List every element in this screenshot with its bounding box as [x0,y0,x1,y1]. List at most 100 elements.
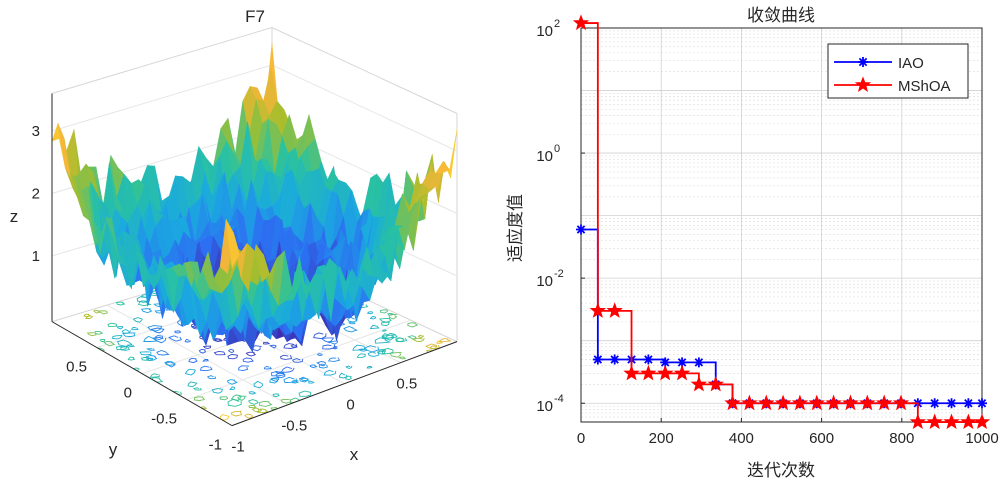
data-point-mshoa [859,394,876,411]
floor-contour [202,345,212,349]
floor-contour [126,344,136,347]
floor-contour [174,330,182,334]
y-tick-exponent: -4 [554,393,564,405]
floor-contour [103,340,116,347]
floor-contour [348,321,356,325]
x-axis-line [231,341,458,427]
data-point-iao [592,354,603,365]
floor-contour [242,357,254,363]
data-point-mshoa [842,394,859,411]
floor-contour [227,353,238,360]
data-point-mshoa [623,364,640,381]
data-point-mshoa [657,364,674,381]
data-point-iao [963,398,974,409]
floor-contour [407,322,419,328]
y-tick-label: -1 [209,437,222,454]
legend-label-iao: IAO [898,55,924,72]
floor-contour [298,390,312,397]
floor-contour [429,345,438,350]
y-tick-base: 10 [536,398,553,415]
floor-contour [299,377,310,382]
y-tick-exponent: -2 [554,268,564,280]
series-line-iao [581,228,982,405]
data-point-mshoa [640,364,657,381]
x-tick-label: 1000 [965,430,998,447]
data-point-iao [609,354,620,365]
floor-contour [140,308,153,314]
floor-contour [198,348,207,354]
y-tick-label: 10 -4 [536,393,563,415]
data-point-mshoa [791,394,809,411]
floor-contour [253,380,263,389]
floor-contour [147,325,163,332]
legend-item-mshoa: MShOA [834,76,951,95]
floor-contour [327,357,341,362]
floor-contour [140,356,150,361]
data-point-iao [693,357,704,368]
legend: IAO MShOA [827,43,969,99]
floor-contour [227,348,235,353]
floor-contour [206,375,217,380]
x-tick-label: 0 [577,430,585,447]
y-tick-label: 10 0 [536,143,560,165]
floor-contour [407,335,417,340]
floor-contour [121,328,132,334]
floor-contour [270,377,280,383]
floor-contour [184,368,196,376]
surface-facet [225,219,240,270]
legend-marker-iao [858,57,868,67]
x-tick-label: 0.5 [396,376,417,393]
floor-contour [367,351,380,357]
floor-contour [398,356,407,360]
floor-contour [131,326,139,331]
floor-contour [213,338,222,342]
data-point-iao [929,398,940,409]
x-tick-label: -1 [231,439,244,456]
data-point-mshoa [909,413,927,430]
y-tick-exponent: 0 [554,143,560,155]
floor-contour [226,379,238,385]
legend-label-mshoa: MShOA [898,78,951,95]
floor-contour [238,365,250,372]
floor-contour [127,356,136,361]
floor-contour [367,311,374,315]
floor-contour [86,332,97,337]
floor-contour [316,353,323,356]
y-tick-base: 10 [536,148,553,165]
x-axis-label: 迭代次数 [747,461,815,481]
z-tick-label: 3 [32,123,40,140]
floor-contour [283,343,298,349]
data-point-mshoa [707,375,724,392]
floor-contour [167,335,182,342]
data-point-mshoa [960,413,977,430]
data-point-mshoa [673,364,691,381]
surface-plot: F7 -1 -0.5 0 0.5 -1 -0.5 0 0.5 1 2 3 x y z [10,7,458,464]
floor-contour [143,335,159,342]
floor-contour [211,338,224,342]
x-tick-label: 600 [809,430,834,447]
floor-contour [248,404,257,408]
data-point-mshoa [724,394,741,411]
floor-contour [263,366,272,370]
floor-contour [313,332,327,340]
floor-contour [247,399,259,405]
floor-contour [259,400,273,407]
y-tick-base: 10 [536,23,553,40]
surface-mesh [51,42,458,353]
floor-contour [251,407,262,413]
floor-contour [229,386,236,391]
floor-contour [132,317,143,323]
floor-contour [272,393,280,397]
floor-contour [194,396,206,401]
floor-contour [151,336,167,344]
floor-contour [192,387,202,391]
surface-facet [435,160,450,174]
data-point-mshoa [875,394,893,411]
data-point-mshoa [690,375,708,392]
floor-contour [291,358,304,363]
data-point-mshoa [926,413,943,430]
y-axis-label: 适应度值 [506,194,526,262]
y-axis-line [51,321,233,427]
